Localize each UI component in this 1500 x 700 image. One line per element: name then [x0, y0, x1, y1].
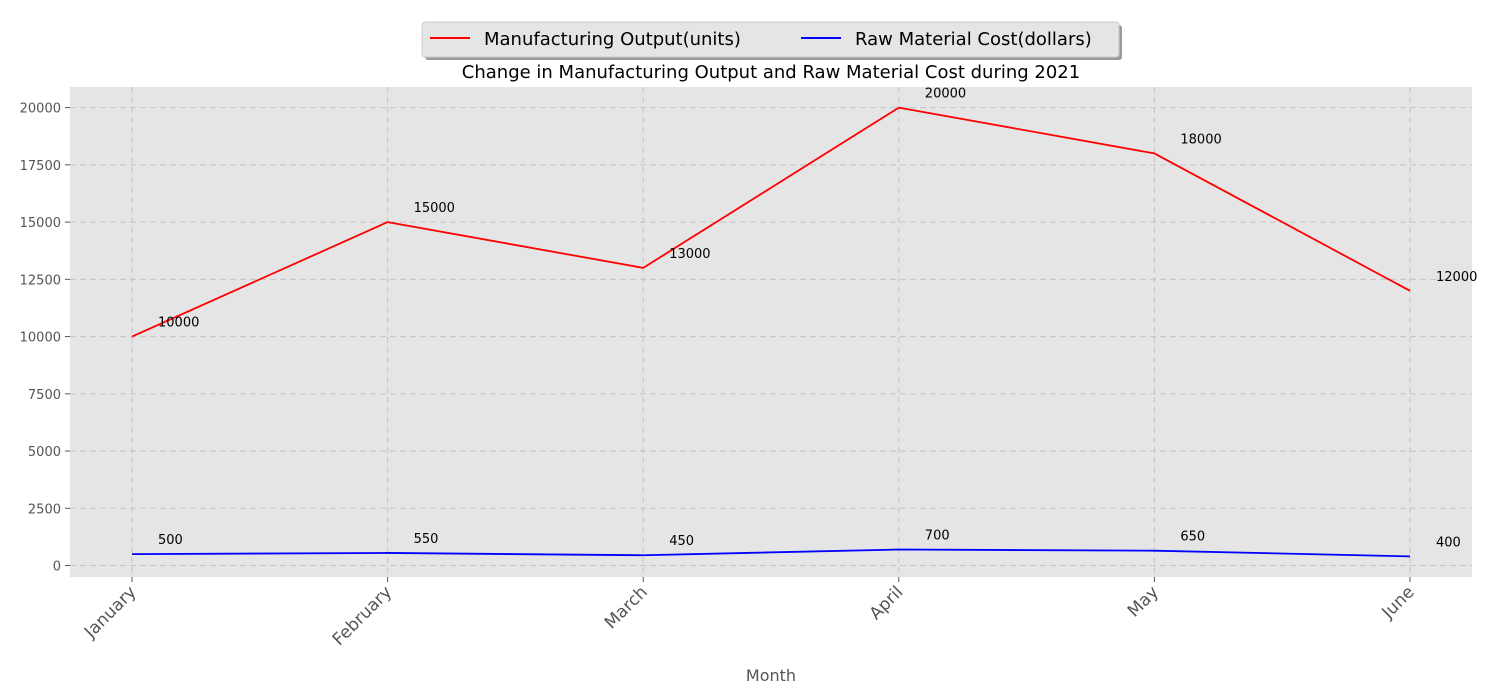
series-line-1: [131, 548, 1411, 558]
y-tick-label: 0: [53, 560, 61, 575]
x-tick-label: May: [1124, 582, 1163, 621]
series-lines: [131, 106, 1411, 558]
data-label: 18000: [1180, 132, 1221, 147]
data-label: 400: [1436, 535, 1461, 550]
x-tick-label: February: [329, 582, 396, 649]
plot-background: [70, 87, 1472, 577]
data-label: 550: [414, 532, 439, 547]
grid-lines: [70, 87, 1472, 577]
data-label: 700: [925, 529, 950, 544]
data-label: 650: [1180, 530, 1205, 545]
series-line-0: [131, 106, 1411, 338]
y-tick-labels: 0 2500 5000 7500 10000 12500 15000 17500 20000: [20, 102, 70, 575]
legend-box: [421, 21, 1120, 58]
y-tick-label: 2500: [28, 502, 61, 517]
legend: Manufacturing Output(units) Raw Material …: [421, 21, 1122, 60]
y-tick-label: 17500: [20, 159, 61, 174]
y-tick-label: 5000: [28, 445, 61, 460]
data-label: 20000: [925, 87, 966, 102]
data-label: 13000: [669, 247, 710, 262]
legend-label: Manufacturing Output(units): [484, 29, 741, 50]
data-label: 450: [669, 534, 694, 549]
data-label: 10000: [158, 316, 199, 331]
y-tick-label: 20000: [20, 102, 61, 117]
data-label: 15000: [414, 201, 455, 216]
data-label: 500: [158, 533, 183, 548]
x-tick-labels: January February March April May June: [80, 577, 1419, 650]
x-tick-label: January: [80, 582, 140, 642]
x-axis-label: Month: [746, 666, 796, 685]
data-labels: 10000 15000 13000 20000 18000 12000 500 550 450 7…: [158, 87, 1477, 551]
y-tick-label: 10000: [20, 331, 61, 346]
x-tick-label: March: [601, 582, 652, 633]
legend-label: Raw Material Cost(dollars): [855, 29, 1092, 50]
y-tick-label: 15000: [20, 216, 61, 231]
x-tick-label: April: [866, 582, 908, 624]
y-tick-label: 12500: [20, 273, 61, 288]
data-label: 12000: [1436, 270, 1477, 285]
x-tick-label: June: [1378, 582, 1419, 623]
y-tick-label: 7500: [28, 388, 61, 403]
chart-title: Change in Manufacturing Output and Raw M…: [462, 62, 1080, 83]
